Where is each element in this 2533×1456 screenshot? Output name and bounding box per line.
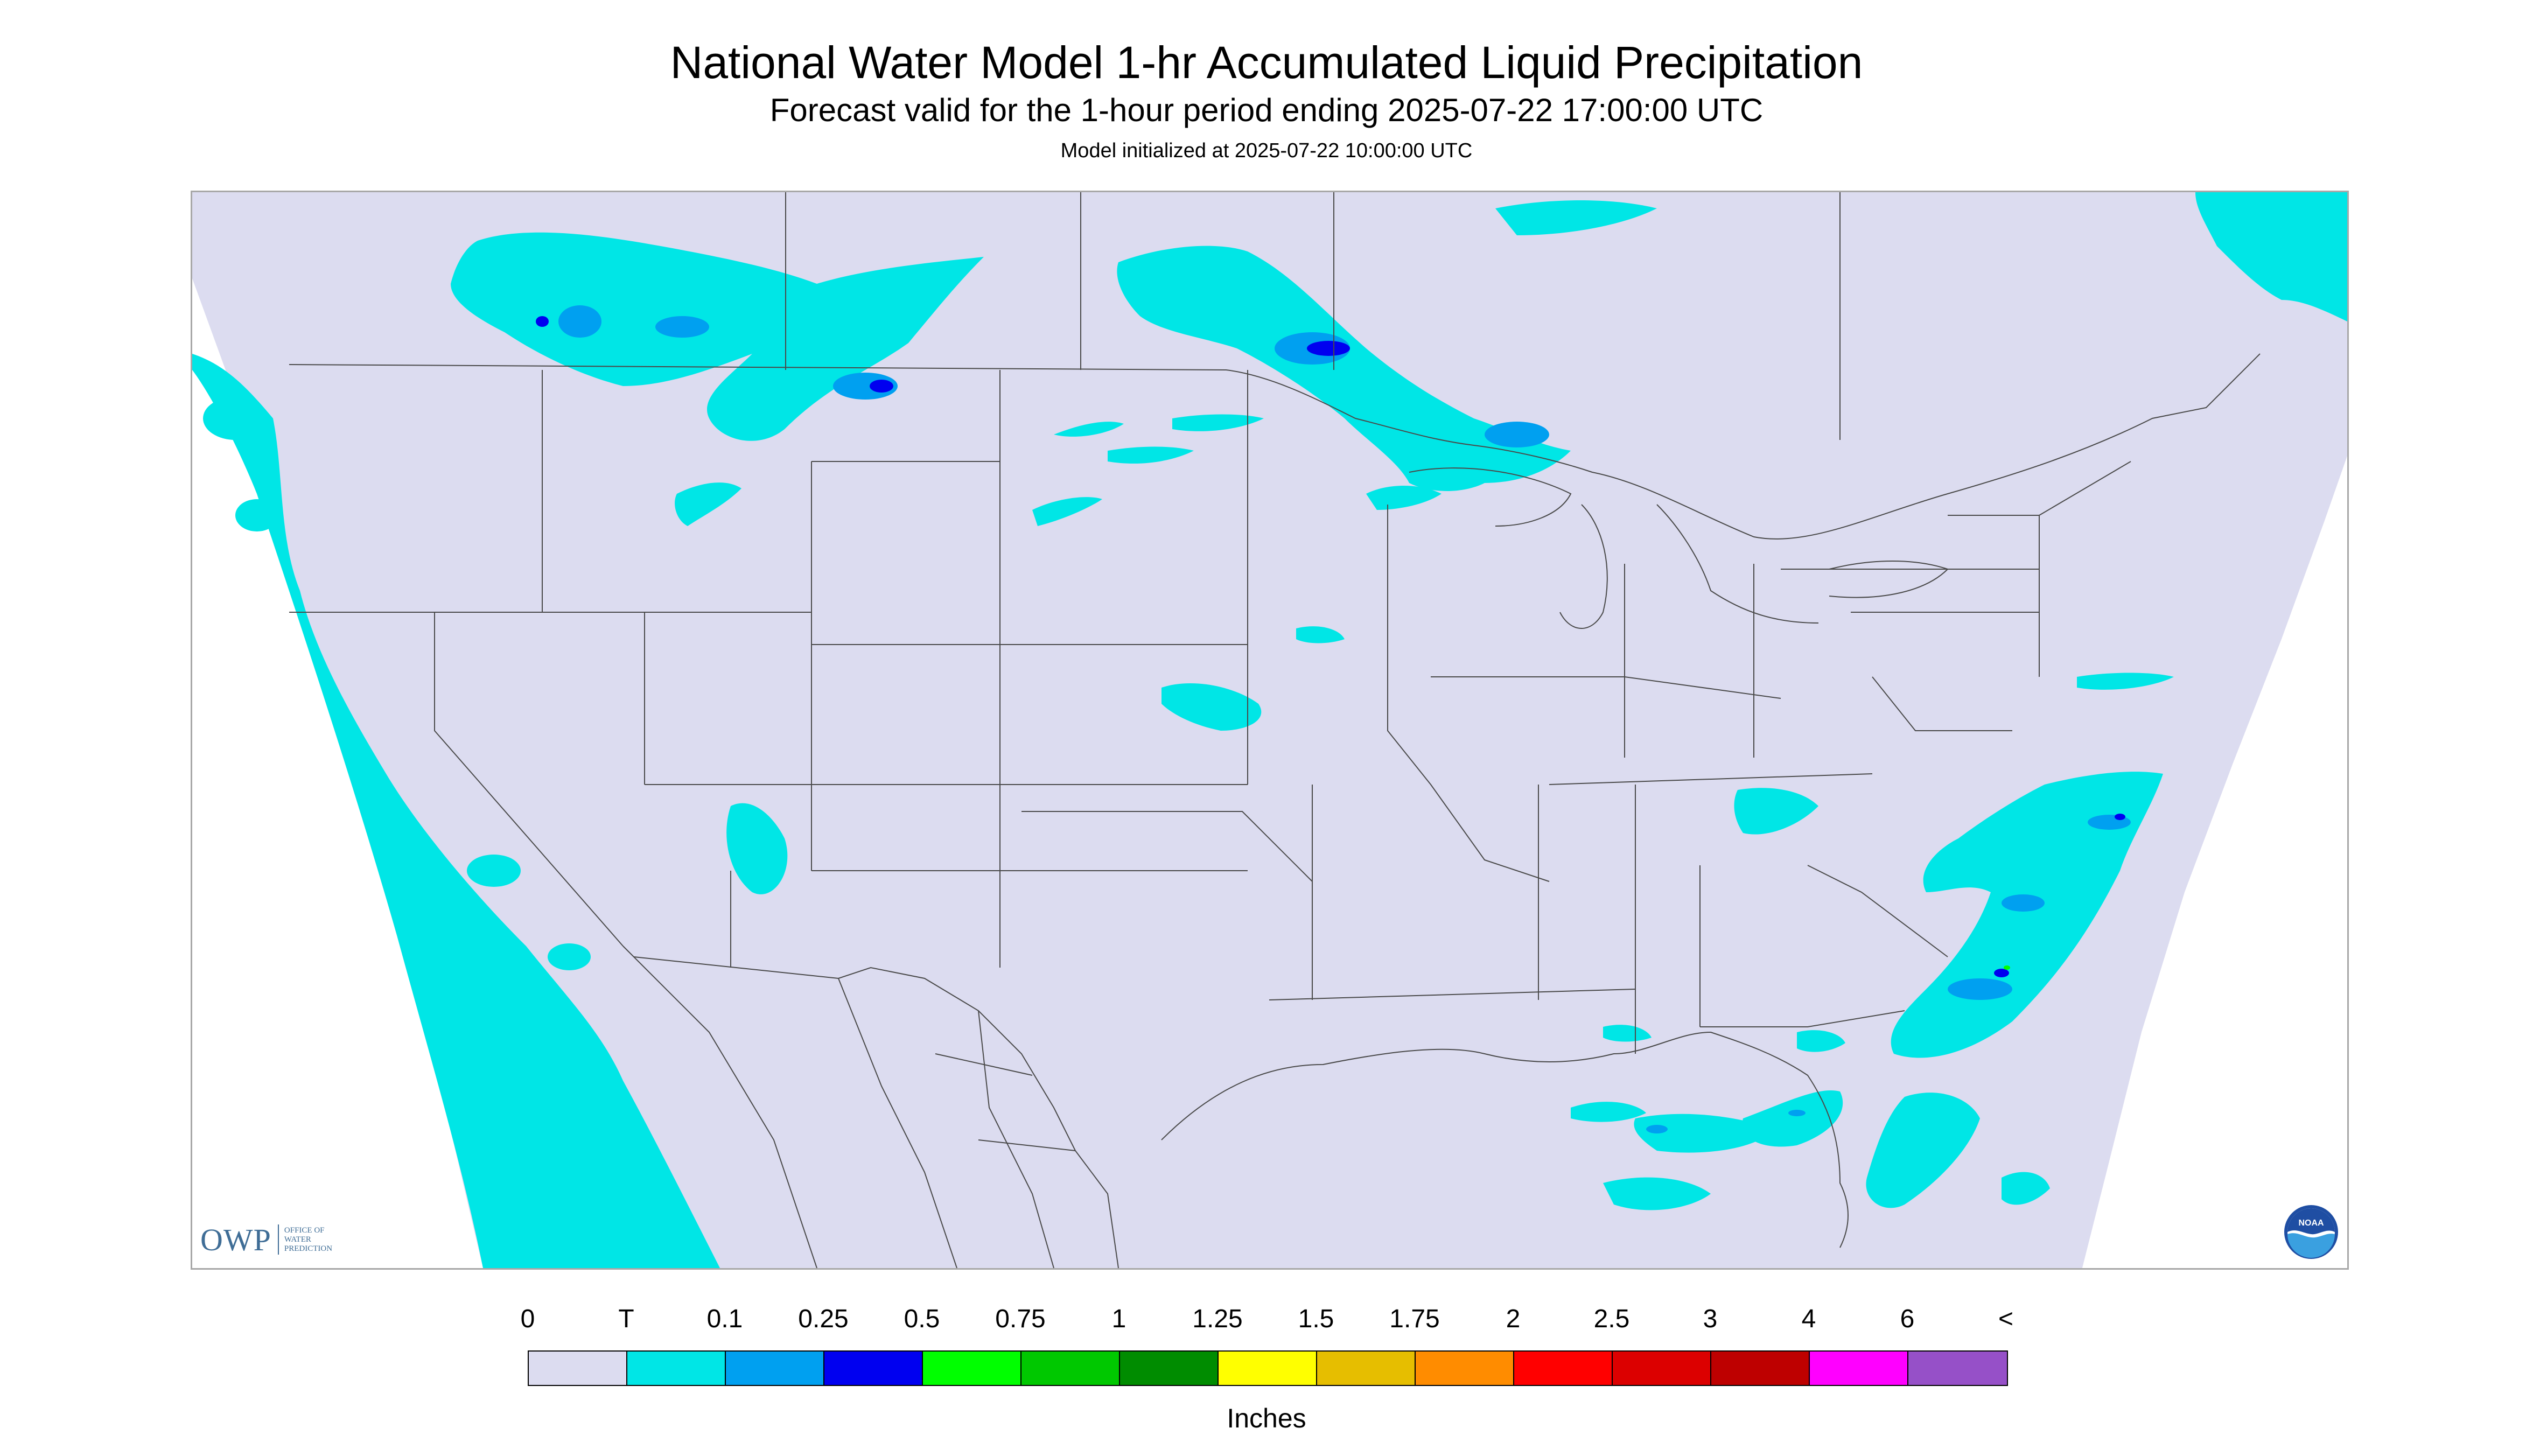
- legend-label: <: [1998, 1305, 2014, 1333]
- legend-label: 3: [1703, 1305, 1718, 1333]
- legend-swatch: [529, 1352, 627, 1385]
- owp-logo-divider: [277, 1224, 279, 1255]
- legend-colorbar: [528, 1350, 2008, 1386]
- legend-label: 4: [1801, 1305, 1816, 1333]
- legend-label: 1.5: [1298, 1305, 1334, 1333]
- outside-domain: [2082, 456, 2347, 1268]
- legend-swatch: [1514, 1352, 1613, 1385]
- noaa-logo: NOAA: [2284, 1205, 2338, 1259]
- legend-swatch: [824, 1352, 923, 1385]
- legend-label: T: [618, 1305, 634, 1333]
- legend-label: 0.1: [706, 1305, 743, 1333]
- legend-label: 1.75: [1389, 1305, 1440, 1333]
- legend-swatch: [726, 1352, 824, 1385]
- legend-swatch: [1810, 1352, 1908, 1385]
- legend-label: 1.25: [1192, 1305, 1243, 1333]
- owp-logo-text: OWP: [200, 1222, 271, 1257]
- northern-plains-precip: [451, 232, 1264, 526]
- legend-label: 1: [1111, 1305, 1126, 1333]
- noaa-logo-text: NOAA: [2298, 1219, 2324, 1228]
- owp-logo: OWP OFFICE OF WATER PREDICTION: [200, 1222, 365, 1257]
- forecast-valid-subtitle: Forecast valid for the 1-hour period end…: [769, 92, 1764, 128]
- gulf-precip: [1571, 1025, 1845, 1210]
- legend-swatch: [1416, 1352, 1514, 1385]
- pacific-precip-area: [192, 354, 720, 1268]
- map-title: National Water Model 1-hr Accumulated Li…: [670, 37, 1863, 88]
- boundaries: [289, 192, 2261, 1268]
- legend-swatch: [923, 1352, 1021, 1385]
- legend-label: 2: [1506, 1305, 1521, 1333]
- legend-label: 0.5: [904, 1305, 940, 1333]
- legend-units: Inches: [1227, 1403, 1306, 1433]
- upper-midwest-precip: [1117, 192, 2347, 510]
- legend-swatch: [627, 1352, 726, 1385]
- precipitation-map: [191, 191, 2349, 1270]
- legend-label: 0.75: [995, 1305, 1046, 1333]
- owp-logo-subtext: OFFICE OF WATER PREDICTION: [284, 1226, 333, 1253]
- model-domain: [192, 192, 2347, 1268]
- legend-label: 6: [1900, 1305, 1915, 1333]
- model-init-text: Model initialized at 2025-07-22 10:00:00…: [1060, 139, 1473, 162]
- legend-swatch: [1711, 1352, 1810, 1385]
- central-precip: [726, 626, 1818, 894]
- legend-label: 2.5: [1593, 1305, 1630, 1333]
- legend-labels: 0 T 0.1 0.25 0.5 0.75 1 1.25 1.5 1.75 2 2.5 3 4 6 <: [0, 1303, 2533, 1341]
- legend-label: 0.25: [798, 1305, 849, 1333]
- legend-label: 0: [520, 1305, 535, 1333]
- legend-swatch: [1120, 1352, 1219, 1385]
- legend-swatch: [1908, 1352, 2007, 1385]
- legend-swatch: [1317, 1352, 1416, 1385]
- legend-swatch: [1613, 1352, 1711, 1385]
- legend-swatch: [1021, 1352, 1120, 1385]
- legend-swatch: [1219, 1352, 1317, 1385]
